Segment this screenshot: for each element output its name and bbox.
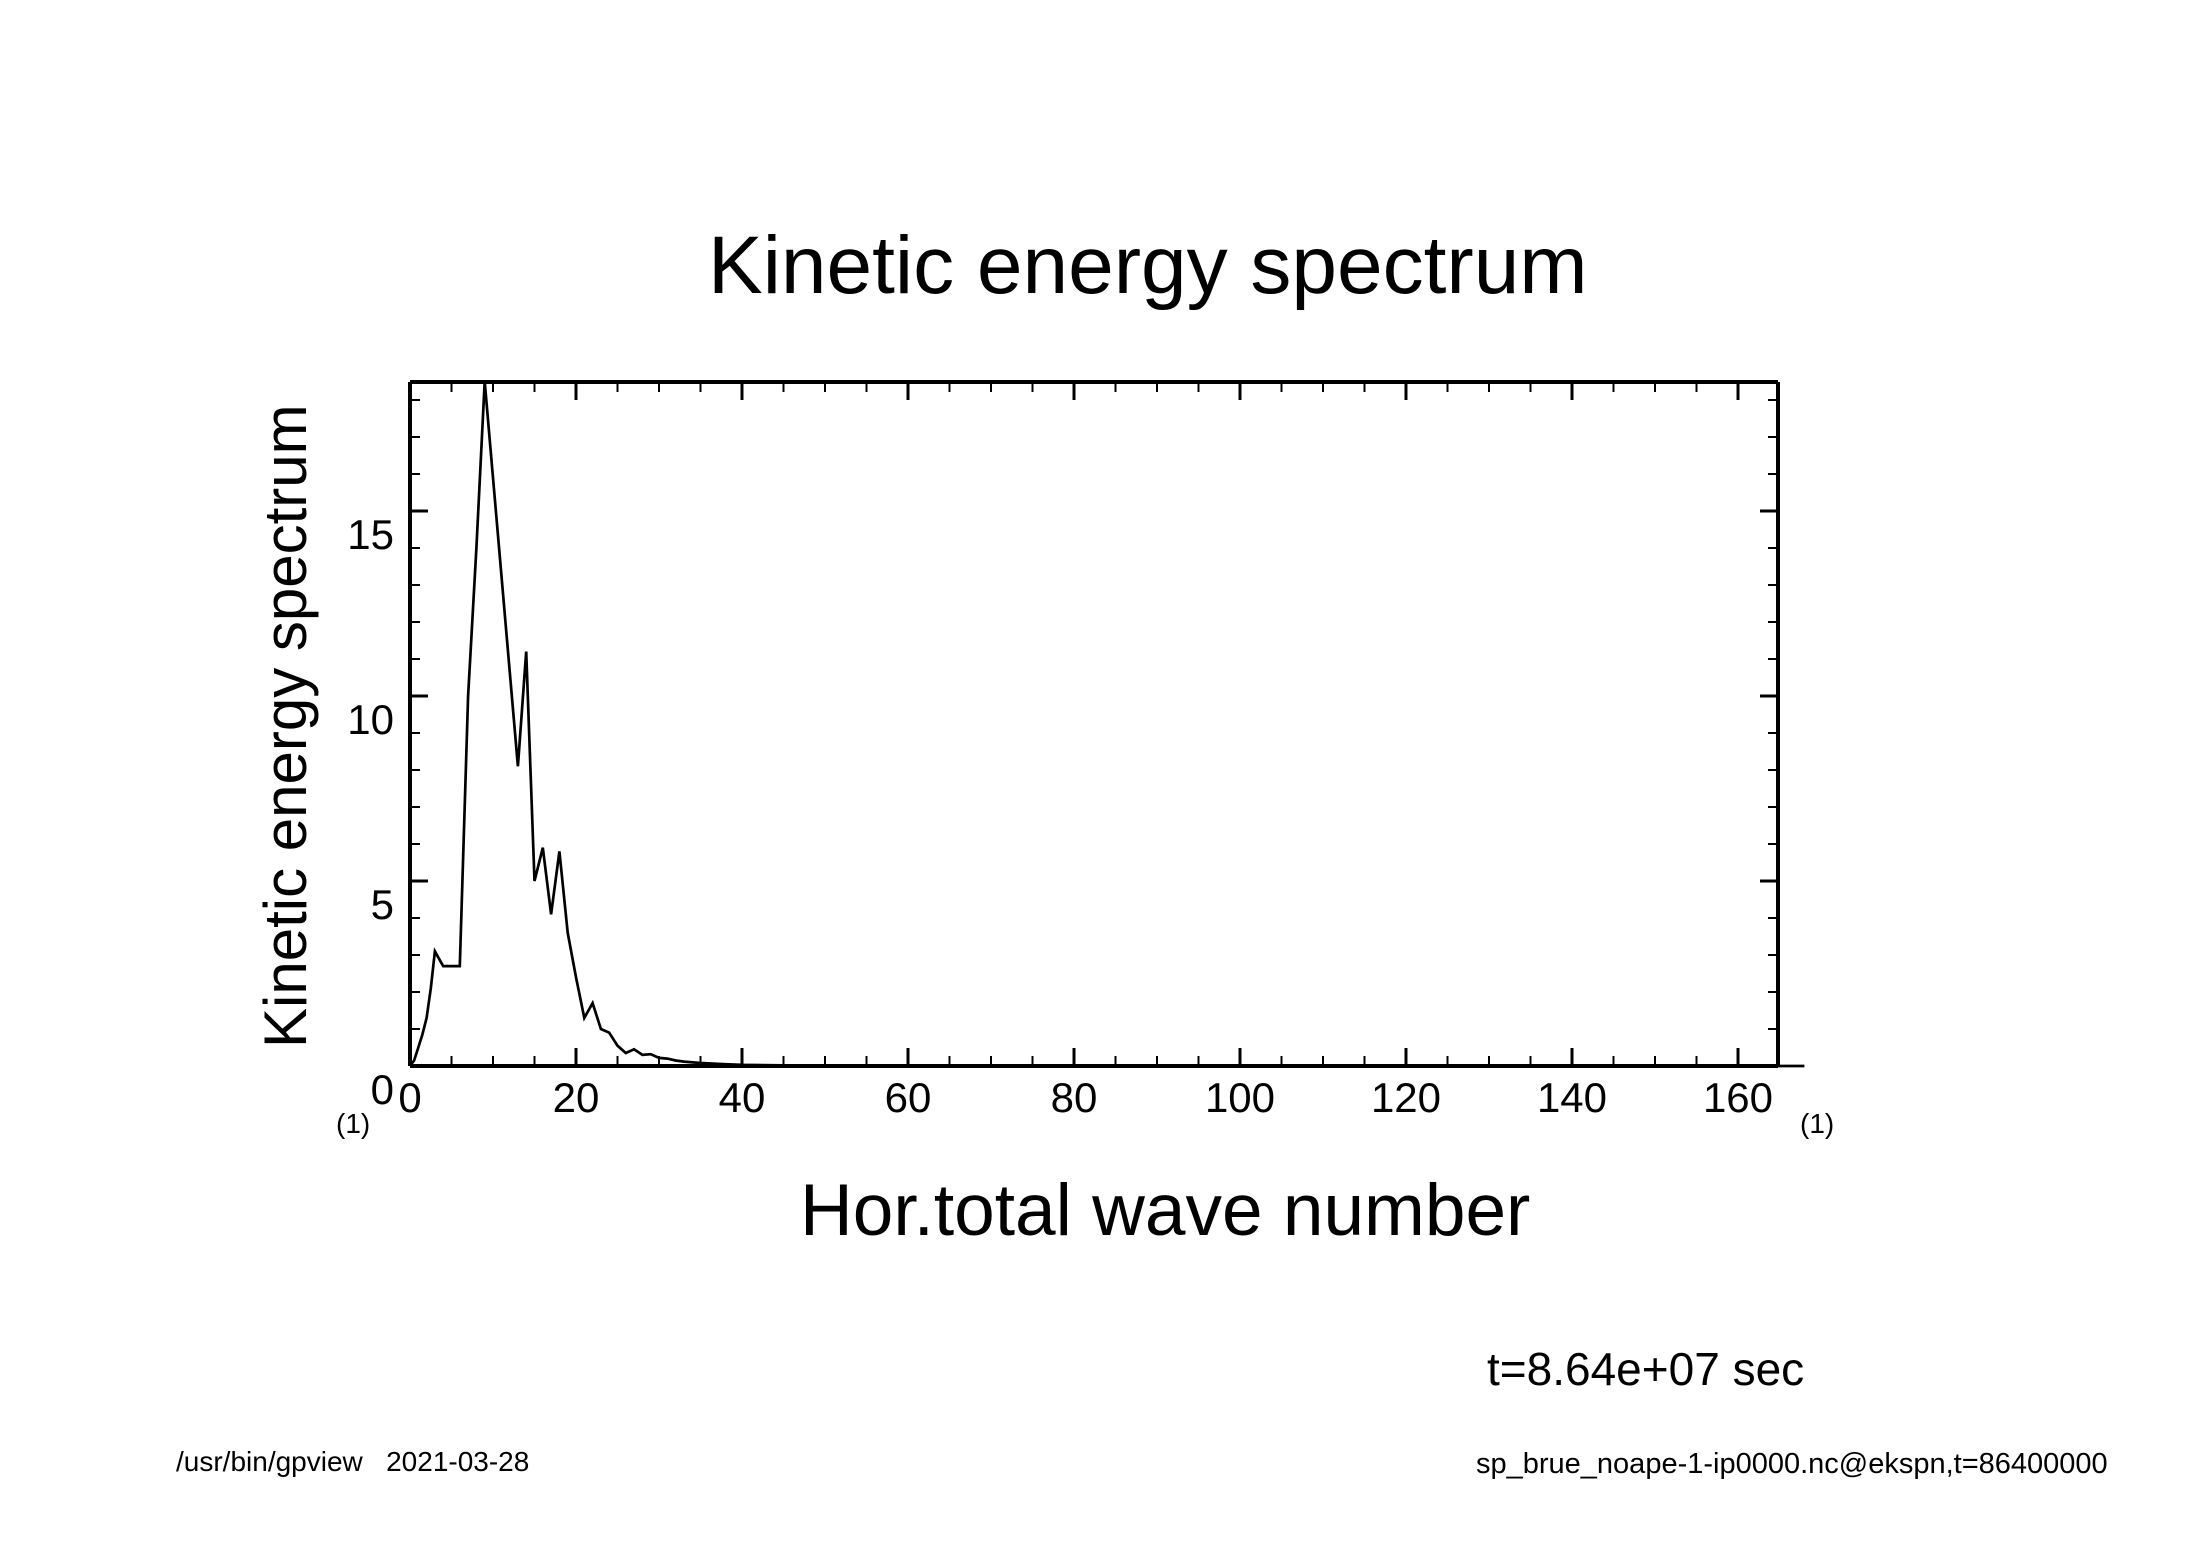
svg-text:15: 15 xyxy=(347,511,394,558)
svg-text:20: 20 xyxy=(553,1074,600,1121)
svg-text:40: 40 xyxy=(719,1074,766,1121)
svg-text:140: 140 xyxy=(1537,1074,1607,1121)
svg-text:80: 80 xyxy=(1051,1074,1098,1121)
svg-text:120: 120 xyxy=(1371,1074,1441,1121)
svg-text:160: 160 xyxy=(1703,1074,1773,1121)
svg-text:0: 0 xyxy=(398,1074,421,1121)
svg-text:10: 10 xyxy=(347,696,394,743)
svg-text:5: 5 xyxy=(371,881,394,928)
svg-text:0: 0 xyxy=(371,1066,394,1113)
svg-text:60: 60 xyxy=(885,1074,932,1121)
svg-text:100: 100 xyxy=(1205,1074,1275,1121)
